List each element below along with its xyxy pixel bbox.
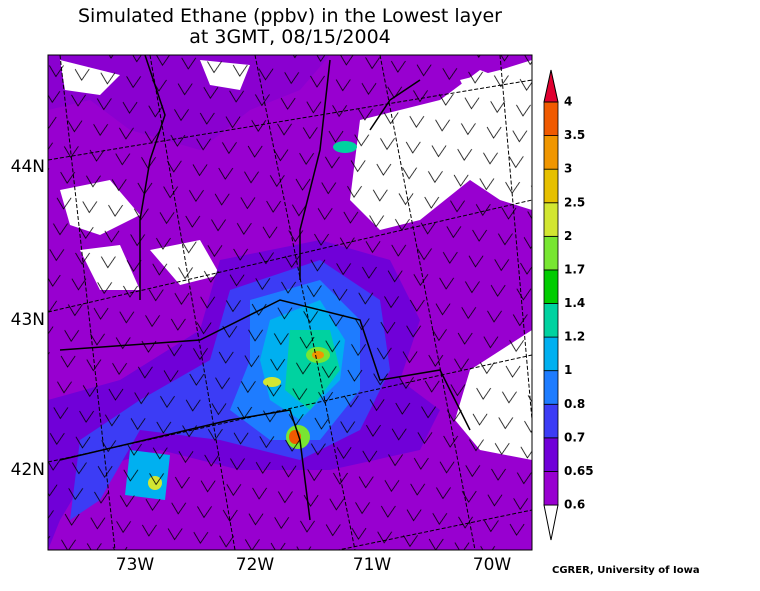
colorbar-band (543, 269, 559, 304)
colorbar-label: 0.7 (564, 430, 585, 444)
longitude-label: 73W (116, 555, 155, 575)
colorbar-band (543, 168, 559, 204)
colorbar-band (543, 303, 559, 338)
colorbar-band (543, 403, 559, 439)
colorbar-label: 2.5 (564, 195, 585, 209)
map-frame (47, 54, 533, 551)
title-line: at 3GMT, 08/15/2004 (189, 26, 391, 48)
colorbar: 0.6 0.65 0.7 0.8 1 1.2 1.4 1.7 2 2.5 3 3.5 4 (543, 69, 594, 541)
colorbar-band (543, 437, 559, 472)
colorbar-band (543, 202, 559, 237)
colorbar-label: 4 (564, 95, 572, 109)
colorbar-band (543, 370, 559, 405)
colorbar-label: 0.65 (564, 464, 594, 478)
colorbar-label: 1.4 (564, 296, 585, 310)
colorbar-band (543, 101, 559, 136)
colorbar-under (543, 504, 559, 541)
colorbar-label: 0.8 (564, 397, 585, 411)
credit: CGRER, University of Iowa (552, 565, 700, 576)
latitude-label: 43N (11, 310, 45, 330)
colorbar-label: 1.7 (564, 262, 585, 276)
colorbar-band (543, 235, 559, 271)
colorbar-label: 0.6 (564, 498, 585, 512)
longitude-label: 71W (353, 555, 392, 575)
colorbar-label: 1.2 (564, 330, 585, 344)
longitude-label: 70W (473, 555, 512, 575)
colorbar-band (543, 135, 559, 170)
colorbar-label: 1 (564, 363, 572, 377)
longitude-label: 72W (236, 555, 275, 575)
colorbar-label: 3 (564, 162, 572, 176)
colorbar-band (543, 471, 559, 506)
colorbar-band (543, 336, 559, 372)
colorbar-label: 3.5 (564, 128, 585, 142)
title-line: Simulated Ethane (ppbv) in the Lowest la… (78, 5, 502, 27)
colorbar-label: 2 (564, 229, 572, 243)
colorbar-over (543, 69, 559, 103)
latitude-label: 44N (11, 157, 45, 177)
map-field (48, 55, 532, 550)
latitude-label: 42N (11, 460, 45, 480)
